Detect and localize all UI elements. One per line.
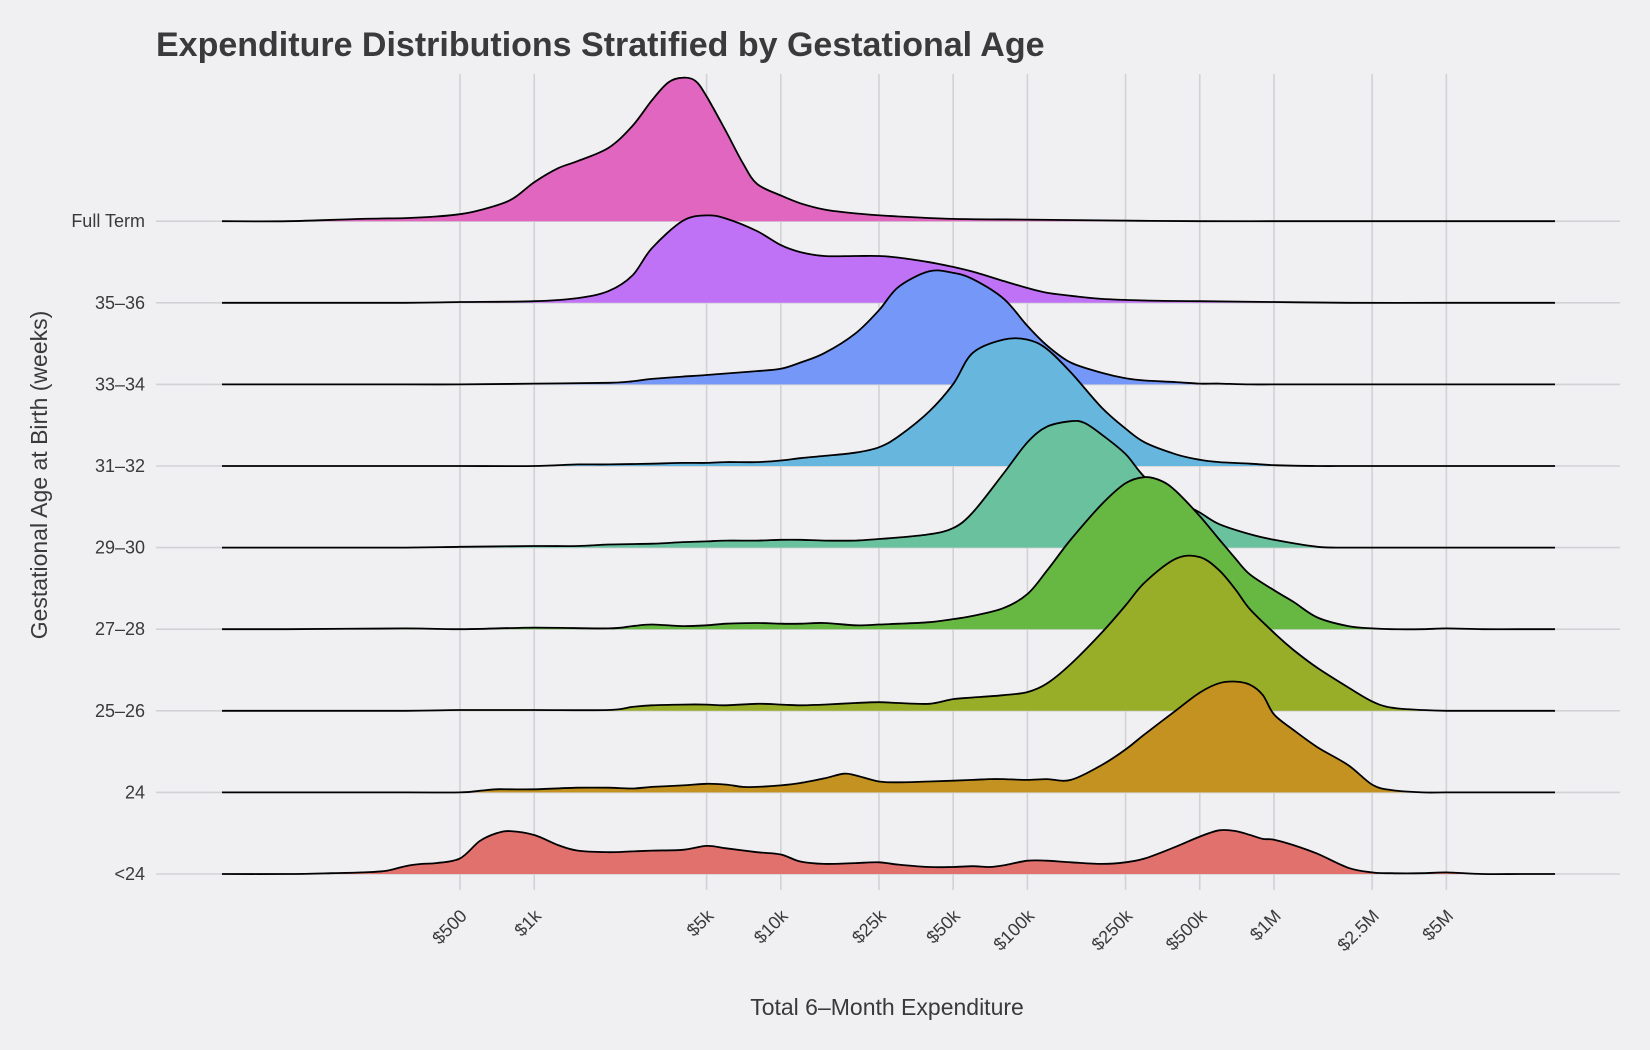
ridge-series [222, 337, 1555, 468]
ridge-series [221, 76, 1555, 223]
x-tick-label: $1k [510, 905, 545, 940]
x-axis-title: Total 6–Month Expenditure [750, 994, 1024, 1020]
ridge-outline [221, 76, 1555, 223]
x-tick-label: $10k [750, 905, 792, 947]
x-tick-label: $50k [922, 905, 964, 947]
ridge-outline [222, 337, 1555, 468]
x-tick-label: $250k [1088, 905, 1138, 955]
y-tick-label: 24 [125, 782, 145, 802]
x-tick-label: $500 [428, 906, 470, 948]
ridge-outline [222, 554, 1555, 712]
ridge-series [221, 680, 1555, 794]
ridge-layer [221, 76, 1555, 876]
ridge-area [222, 215, 1555, 303]
ridge-series [221, 476, 1555, 631]
y-axis-title: Gestational Age at Birth (weeks) [26, 311, 52, 640]
ridge-area [222, 477, 1555, 630]
ridge-series [222, 419, 1555, 549]
y-tick-label: 31–32 [95, 456, 145, 476]
x-tick-label: $2.5M [1333, 906, 1383, 956]
ridge-outline [222, 419, 1555, 549]
grid-layer [156, 74, 1620, 890]
y-tick-label: Full Term [71, 211, 145, 231]
y-tick-label: 29–30 [95, 538, 145, 558]
x-tick-label: $500k [1162, 905, 1212, 955]
ridge-area [222, 270, 1555, 385]
y-tick-label: 33–34 [95, 374, 145, 394]
ridge-area [222, 77, 1555, 222]
x-tick-label: $25k [848, 905, 890, 947]
ridge-area [222, 681, 1555, 793]
y-tick-label: 27–28 [95, 619, 145, 639]
ridge-series [222, 554, 1555, 712]
ridge-outline [221, 829, 1555, 876]
ridge-outline [222, 269, 1555, 386]
ridge-series [222, 214, 1555, 304]
ridge-outline [221, 476, 1555, 631]
ridge-outline [222, 214, 1555, 304]
ridge-area [222, 829, 1555, 875]
ridge-area [222, 420, 1555, 548]
ridge-area [222, 555, 1555, 711]
chart-title: Expenditure Distributions Stratified by … [156, 26, 1045, 64]
x-tick-label: $5k [683, 905, 718, 940]
x-tick-label: $1M [1246, 906, 1285, 945]
ridge-series [221, 829, 1555, 876]
y-tick-label: <24 [114, 864, 145, 884]
ridge-outline [221, 680, 1555, 794]
y-tick-label: 35–36 [95, 293, 145, 313]
x-tick-label: $100k [989, 905, 1039, 955]
y-tick-label: 25–26 [95, 701, 145, 721]
x-tick-label: $5M [1418, 906, 1457, 945]
ridge-series [222, 269, 1555, 386]
